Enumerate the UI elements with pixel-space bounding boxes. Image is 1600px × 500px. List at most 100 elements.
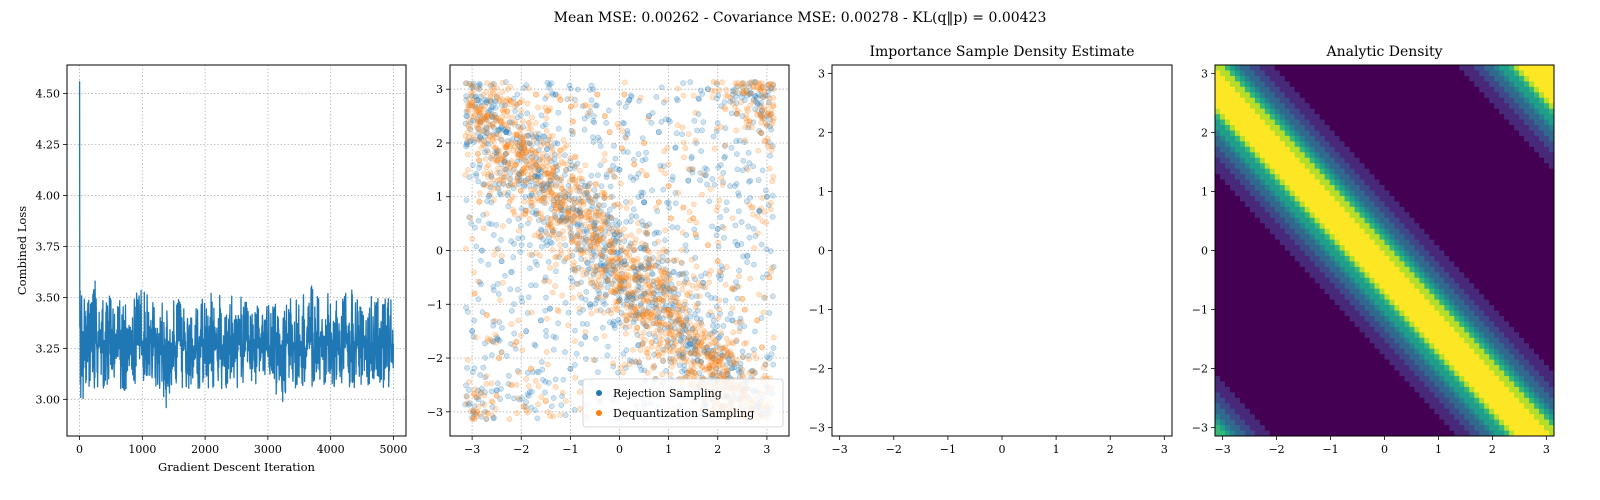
scatter-point: [581, 222, 588, 228]
scatter-point: [667, 345, 673, 352]
contour-cell: [867, 207, 873, 213]
scatter-point: [469, 416, 476, 422]
scatter-point: [496, 319, 503, 325]
contour-cell: [942, 365, 948, 371]
contour-cell: [937, 349, 943, 355]
contour-cell: [852, 234, 858, 240]
scatter-point: [543, 230, 550, 237]
scatter-point: [660, 283, 667, 290]
contour-cell: [872, 125, 878, 131]
scatter-point: [577, 209, 584, 216]
scatter-point: [548, 181, 555, 188]
scatter-point: [498, 161, 505, 168]
contour-cell: [932, 65, 938, 71]
scatter-point: [685, 131, 692, 137]
contour-cell: [902, 114, 908, 120]
contour-cell: [937, 130, 943, 136]
contour-cell: [882, 152, 888, 158]
scatter-point: [637, 245, 644, 252]
scatter-point: [549, 145, 556, 152]
scatter-point: [485, 171, 492, 178]
contour-cell: [947, 109, 953, 115]
scatter-point: [644, 272, 651, 279]
contour-cell: [897, 420, 903, 426]
contour-cell: [862, 212, 868, 218]
contour-cell: [917, 425, 923, 431]
contour-cell: [942, 414, 948, 420]
scatter-point: [668, 363, 675, 370]
scatter-point: [552, 261, 559, 268]
scatter-point: [688, 256, 695, 263]
contour-cell: [887, 311, 893, 317]
contour-cell: [862, 207, 868, 213]
contour-cell: [887, 130, 893, 136]
scatter-point: [506, 199, 513, 205]
scatter-point: [735, 208, 742, 215]
contour-cell: [832, 147, 838, 153]
scatter-point: [688, 293, 695, 300]
scatter-point: [649, 270, 655, 277]
contour-cell: [877, 360, 883, 366]
contour-cell: [867, 240, 873, 246]
scatter-point: [705, 86, 711, 93]
contour-cell: [912, 311, 918, 317]
contour-cell: [852, 409, 858, 415]
contour-cell: [927, 365, 933, 371]
contour-cell: [847, 65, 853, 71]
contour-cell: [897, 354, 903, 360]
contour-cell: [832, 87, 838, 93]
scatter-point: [692, 255, 699, 261]
scatter-point: [666, 357, 673, 363]
scatter-point: [538, 228, 545, 234]
contour-cell: [872, 212, 878, 218]
contour-cell: [902, 392, 908, 398]
contour-cell: [837, 425, 843, 431]
scatter-point: [602, 254, 609, 260]
contour-cell: [942, 103, 948, 109]
scatter-point: [628, 232, 635, 239]
contour-cell: [832, 114, 838, 120]
contour-cell: [877, 65, 883, 71]
contour-cell: [842, 327, 848, 333]
scatter-point: [518, 205, 525, 212]
scatter-point: [476, 85, 482, 91]
scatter-point: [565, 205, 572, 211]
contour-cell: [922, 92, 928, 98]
contour-cell: [832, 70, 838, 76]
contour-cell: [857, 420, 863, 426]
scatter-point: [555, 320, 562, 327]
scatter-point: [637, 293, 644, 300]
contour-cell: [917, 300, 923, 306]
contour-cell: [927, 109, 933, 115]
contour-cell: [837, 120, 843, 126]
scatter-point: [561, 194, 568, 201]
contour-cell: [847, 201, 853, 207]
contour-cell: [857, 180, 863, 186]
contour-cell: [947, 196, 953, 202]
contour-cell: [847, 169, 853, 175]
scatter-point: [509, 181, 516, 188]
scatter-point: [666, 311, 672, 317]
scatter-point: [483, 380, 490, 387]
contour-cell: [857, 65, 863, 71]
scatter-point: [566, 196, 573, 202]
scatter-point: [673, 317, 680, 324]
scatter-point: [560, 137, 567, 143]
contour-cell: [832, 283, 838, 289]
contour-cell: [902, 283, 908, 289]
contour-cell: [847, 190, 853, 196]
contour-cell: [882, 98, 888, 104]
contour-cell: [912, 223, 918, 229]
scatter-point: [656, 250, 663, 256]
contour-cell: [867, 256, 873, 262]
scatter-point: [769, 213, 776, 220]
contour-cell: [932, 305, 938, 311]
scatter-point: [555, 308, 562, 315]
scatter-point: [658, 166, 664, 173]
contour-cell: [887, 414, 893, 420]
contour-cell: [942, 338, 948, 344]
contour-cell: [867, 163, 873, 169]
scatter-point: [588, 228, 595, 234]
scatter-point: [550, 333, 557, 340]
scatter-point: [543, 108, 550, 115]
